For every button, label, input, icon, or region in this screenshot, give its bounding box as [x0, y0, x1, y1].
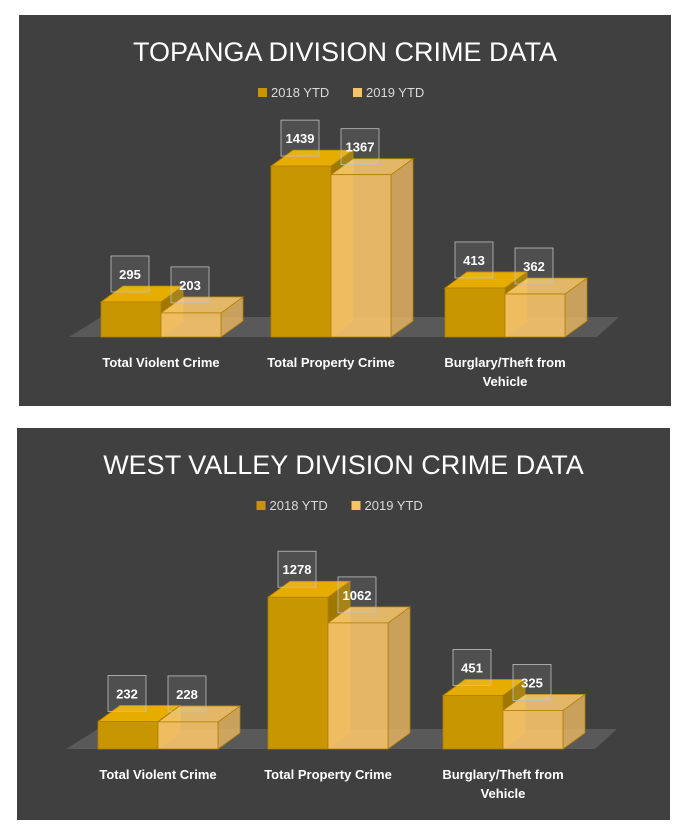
legend-label-2019-ytd: 2019 YTD [365, 498, 423, 513]
data-label-2019-ytd-total-property-crime: 1062 [343, 588, 372, 603]
data-label-box [170, 266, 210, 304]
bar-front [502, 710, 564, 750]
data-label-box [277, 550, 317, 588]
data-label-2019-ytd-total-violent-crime: 203 [179, 278, 201, 293]
bar-2019-ytd-burglary-theft-from-vehicle [501, 693, 587, 750]
legend-label-2018-ytd: 2018 YTD [271, 85, 329, 100]
legend-swatch-2019-ytd [351, 501, 361, 510]
bar-2019-ytd-burglary-theft-from-vehicle [503, 277, 589, 338]
legend-label-2019-ytd: 2019 YTD [366, 85, 424, 100]
data-label-box [107, 675, 147, 712]
topanga-chart-panel: TOPANGA DIVISION CRIME DATA 2018 YTD 2019 … [19, 15, 671, 406]
data-label-box [280, 119, 320, 157]
category-label-burglary-theft-from-vehicle: Burglary/Theft from Vehicle [442, 767, 563, 801]
bar-side [387, 606, 411, 750]
bar-2018-ytd-burglary-theft-from-vehicle [443, 271, 529, 338]
bar-front [442, 695, 504, 750]
bar-front [270, 165, 332, 338]
chart-title: TOPANGA DIVISION CRIME DATA [133, 37, 557, 67]
legend-swatch-2019-ytd [353, 88, 362, 97]
category-label-total-property-crime: Total Property Crime [267, 355, 395, 370]
data-label-2019-ytd-burglary-theft-from-vehicle: 325 [521, 675, 543, 690]
west-valley-chart: WEST VALLEY DIVISION CRIME DATA 2018 YTD 2… [66, 450, 617, 801]
data-label-2018-ytd-burglary-theft-from-vehicle: 451 [461, 660, 483, 675]
bar-front [157, 721, 219, 750]
data-label-2018-ytd-total-property-crime: 1278 [283, 562, 312, 577]
data-label-box [340, 128, 380, 166]
legend-swatch-2018-ytd [258, 88, 267, 97]
west-valley-chart-panel: WEST VALLEY DIVISION CRIME DATA 2018 YTD 2… [17, 428, 670, 820]
bar-2019-ytd-total-property-crime [326, 606, 412, 750]
bar-2019-ytd-total-property-crime [329, 157, 415, 338]
category-label-total-property-crime: Total Property Crime [264, 767, 392, 782]
data-label-box [514, 247, 554, 285]
legend-swatch-2018-ytd [256, 501, 266, 510]
legend-label-2018-ytd: 2018 YTD [270, 498, 328, 513]
bar-front [327, 622, 389, 750]
data-label-2018-ytd-burglary-theft-from-vehicle: 413 [463, 253, 485, 268]
bar-2019-ytd-total-violent-crime [159, 296, 245, 338]
bar-front [160, 312, 222, 338]
data-label-box [337, 576, 377, 614]
data-label-2018-ytd-total-violent-crime: 295 [119, 267, 141, 282]
data-label-box [512, 664, 552, 701]
bar-front [504, 293, 566, 338]
bar-front [330, 174, 392, 338]
data-label-2019-ytd-burglary-theft-from-vehicle: 362 [523, 259, 545, 274]
data-label-2018-ytd-total-violent-crime: 232 [116, 686, 138, 701]
data-label-box [167, 675, 207, 713]
topanga-chart: TOPANGA DIVISION CRIME DATA 2018 YTD 2019 … [69, 37, 619, 389]
data-label-2019-ytd-total-violent-crime: 228 [176, 687, 198, 702]
category-label-total-violent-crime: Total Violent Crime [102, 355, 219, 370]
bar-front [100, 301, 162, 338]
bar-front [444, 287, 506, 338]
data-label-2019-ytd-total-property-crime: 1367 [346, 140, 375, 155]
data-label-2018-ytd-total-property-crime: 1439 [286, 131, 315, 146]
data-label-box [454, 241, 494, 279]
category-label-burglary-theft-from-vehicle: Burglary/Theft from Vehicle [444, 355, 565, 389]
bar-front [97, 721, 159, 750]
data-label-box [110, 255, 150, 293]
chart-title: WEST VALLEY DIVISION CRIME DATA [103, 450, 584, 480]
category-label-total-violent-crime: Total Violent Crime [99, 767, 216, 782]
data-label-box [452, 649, 492, 686]
bar-2019-ytd-total-violent-crime [156, 705, 242, 750]
bar-front [267, 596, 329, 750]
bar-side [390, 157, 414, 338]
